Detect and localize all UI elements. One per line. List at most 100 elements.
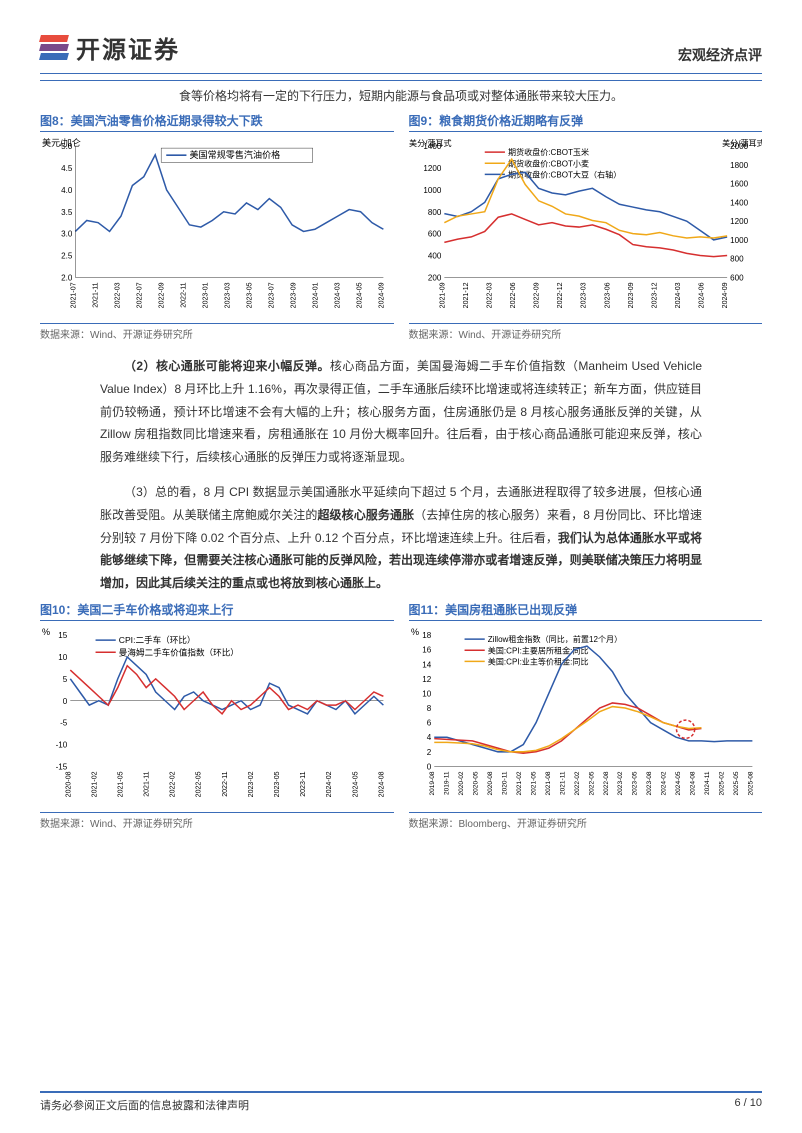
svg-text:4.5: 4.5 bbox=[61, 164, 73, 173]
logo-stripes-icon bbox=[40, 35, 68, 60]
svg-text:2022-02: 2022-02 bbox=[170, 771, 177, 797]
svg-text:2.0: 2.0 bbox=[61, 273, 73, 282]
svg-text:1400: 1400 bbox=[730, 198, 748, 207]
svg-text:2022-06: 2022-06 bbox=[510, 282, 517, 308]
svg-text:2024-06: 2024-06 bbox=[698, 282, 705, 308]
svg-text:800: 800 bbox=[730, 255, 744, 264]
svg-text:2019-08: 2019-08 bbox=[429, 771, 436, 795]
fig8-block: 图8：美国汽油零售价格近期录得较大下跌 美元/加仑2.02.53.03.54.0… bbox=[40, 112, 394, 341]
svg-text:2022-09: 2022-09 bbox=[533, 282, 540, 308]
footer-disclaimer: 请务必参阅正文后面的信息披露和法律声明 bbox=[40, 1097, 249, 1113]
svg-text:1400: 1400 bbox=[423, 142, 441, 151]
para3b: 超级核心服务通胀 bbox=[317, 508, 414, 522]
fig11-block: 图11：美国房租通胀已出现反弹 %024681012141618Zillow租金… bbox=[409, 601, 763, 830]
svg-text:1800: 1800 bbox=[730, 161, 748, 170]
svg-text:-10: -10 bbox=[56, 741, 68, 750]
svg-text:2024-05: 2024-05 bbox=[356, 282, 363, 308]
svg-text:2021-11: 2021-11 bbox=[92, 282, 99, 307]
svg-text:4.0: 4.0 bbox=[61, 186, 73, 195]
svg-text:1600: 1600 bbox=[730, 180, 748, 189]
svg-text:2022-07: 2022-07 bbox=[136, 282, 143, 308]
svg-text:3.5: 3.5 bbox=[61, 208, 73, 217]
charts-row-1: 图8：美国汽油零售价格近期录得较大下跌 美元/加仑2.02.53.03.54.0… bbox=[40, 112, 762, 341]
svg-text:2021-02: 2021-02 bbox=[91, 771, 98, 797]
svg-text:2023-09: 2023-09 bbox=[627, 282, 634, 308]
svg-text:2024-08: 2024-08 bbox=[378, 771, 385, 797]
svg-text:2023-07: 2023-07 bbox=[268, 282, 275, 308]
footer: 请务必参阅正文后面的信息披露和法律声明 6 / 10 bbox=[40, 1091, 762, 1113]
svg-text:2025-08: 2025-08 bbox=[747, 771, 754, 795]
svg-text:2024-02: 2024-02 bbox=[660, 771, 667, 795]
fig8-source: 数据来源：Wind、开源证券研究所 bbox=[40, 323, 394, 341]
svg-text:2019-11: 2019-11 bbox=[443, 771, 450, 795]
fig10-title: 图10：美国二手车价格或将迎来上行 bbox=[40, 601, 394, 621]
svg-text:16: 16 bbox=[422, 646, 431, 655]
svg-text:2022-05: 2022-05 bbox=[588, 771, 595, 795]
svg-text:2025-02: 2025-02 bbox=[718, 771, 725, 795]
svg-text:2023-08: 2023-08 bbox=[646, 771, 653, 795]
svg-text:2020-02: 2020-02 bbox=[458, 771, 465, 795]
svg-text:2021-12: 2021-12 bbox=[462, 282, 469, 308]
para2-text: （2）核心通胀可能将迎来小幅反弹。核心商品方面，美国曼海姆二手车价值指数（Man… bbox=[100, 359, 702, 464]
svg-text:2022-08: 2022-08 bbox=[602, 771, 609, 795]
svg-text:-15: -15 bbox=[56, 762, 68, 771]
header: 开源证券 宏观经济点评 bbox=[40, 30, 762, 74]
svg-text:15: 15 bbox=[58, 631, 67, 640]
svg-text:2024-11: 2024-11 bbox=[704, 771, 711, 795]
svg-text:600: 600 bbox=[427, 230, 441, 239]
svg-text:1000: 1000 bbox=[730, 236, 748, 245]
svg-text:0: 0 bbox=[426, 762, 431, 771]
svg-text:2023-09: 2023-09 bbox=[290, 282, 297, 308]
svg-text:2021-11: 2021-11 bbox=[144, 771, 151, 796]
divider bbox=[40, 80, 762, 81]
svg-text:2000: 2000 bbox=[730, 142, 748, 151]
charts-row-2: 图10：美国二手车价格或将迎来上行 %-15-10-5051015CPI:二手车… bbox=[40, 601, 762, 830]
svg-text:2020-08: 2020-08 bbox=[487, 771, 494, 795]
svg-text:5: 5 bbox=[63, 675, 68, 684]
svg-text:2021-05: 2021-05 bbox=[117, 771, 124, 797]
svg-text:18: 18 bbox=[422, 631, 431, 640]
svg-text:2024-03: 2024-03 bbox=[675, 282, 682, 308]
svg-text:2024-09: 2024-09 bbox=[722, 282, 729, 308]
fig9-block: 图9：粮食期货价格近期略有反弹 美分/蒲耳式美分/蒲耳式200400600800… bbox=[409, 112, 763, 341]
fig9-source: 数据来源：Wind、开源证券研究所 bbox=[409, 323, 763, 341]
svg-text:2024-05: 2024-05 bbox=[675, 771, 682, 795]
fig9-title: 图9：粮食期货价格近期略有反弹 bbox=[409, 112, 763, 132]
svg-text:2024-05: 2024-05 bbox=[352, 771, 359, 797]
svg-text:2021-07: 2021-07 bbox=[70, 282, 77, 308]
fig10-source: 数据来源：Wind、开源证券研究所 bbox=[40, 812, 394, 830]
svg-text:2023-05: 2023-05 bbox=[631, 771, 638, 795]
doc-type: 宏观经济点评 bbox=[678, 45, 762, 65]
svg-text:2022-02: 2022-02 bbox=[573, 771, 580, 795]
intro-text: 食等价格均将有一定的下行压力，短期内能源与食品项或对整体通胀带来较大压力。 bbox=[40, 87, 762, 104]
svg-text:CPI:二手车（环比）: CPI:二手车（环比） bbox=[119, 634, 196, 645]
svg-text:600: 600 bbox=[730, 273, 744, 282]
fig10-chart: %-15-10-5051015CPI:二手车（环比）曼海姆二手车价值指数（环比）… bbox=[40, 625, 393, 812]
svg-text:10: 10 bbox=[58, 653, 67, 662]
svg-text:2023-03: 2023-03 bbox=[224, 282, 231, 308]
svg-text:2023-06: 2023-06 bbox=[604, 282, 611, 308]
svg-text:期货收盘价:CBOT小麦: 期货收盘价:CBOT小麦 bbox=[507, 158, 588, 168]
svg-text:曼海姆二手车价值指数（环比）: 曼海姆二手车价值指数（环比） bbox=[119, 646, 239, 657]
svg-text:5.0: 5.0 bbox=[61, 142, 73, 151]
paragraph-2: （2）核心通胀可能将迎来小幅反弹。核心商品方面，美国曼海姆二手车价值指数（Man… bbox=[40, 349, 762, 475]
svg-text:美国:CPI:业主等价租金:同比: 美国:CPI:业主等价租金:同比 bbox=[487, 656, 588, 666]
svg-text:2020-11: 2020-11 bbox=[501, 771, 508, 795]
svg-text:2021-11: 2021-11 bbox=[559, 771, 566, 795]
svg-text:2024-01: 2024-01 bbox=[312, 282, 319, 308]
svg-text:2024-08: 2024-08 bbox=[689, 771, 696, 795]
page: 开源证券 宏观经济点评 食等价格均将有一定的下行压力，短期内能源与食品项或对整体… bbox=[0, 0, 802, 1133]
svg-text:12: 12 bbox=[422, 675, 431, 684]
svg-text:400: 400 bbox=[427, 252, 441, 261]
fig11-source: 数据来源：Bloomberg、开源证券研究所 bbox=[409, 812, 763, 830]
footer-page: 6 / 10 bbox=[734, 1097, 762, 1113]
svg-text:2020-05: 2020-05 bbox=[472, 771, 479, 795]
svg-text:2023-05: 2023-05 bbox=[246, 282, 253, 308]
svg-text:期货收盘价:CBOT大豆（右轴）: 期货收盘价:CBOT大豆（右轴） bbox=[507, 169, 620, 179]
svg-text:2022-03: 2022-03 bbox=[114, 282, 121, 308]
fig8-title: 图8：美国汽油零售价格近期录得较大下跌 bbox=[40, 112, 394, 132]
svg-text:美国常规零售汽油价格: 美国常规零售汽油价格 bbox=[189, 149, 280, 160]
svg-text:Zillow租金指数（同比，前置12个月）: Zillow租金指数（同比，前置12个月） bbox=[487, 634, 621, 644]
svg-text:2022-11: 2022-11 bbox=[222, 771, 229, 796]
fig10-block: 图10：美国二手车价格或将迎来上行 %-15-10-5051015CPI:二手车… bbox=[40, 601, 394, 830]
